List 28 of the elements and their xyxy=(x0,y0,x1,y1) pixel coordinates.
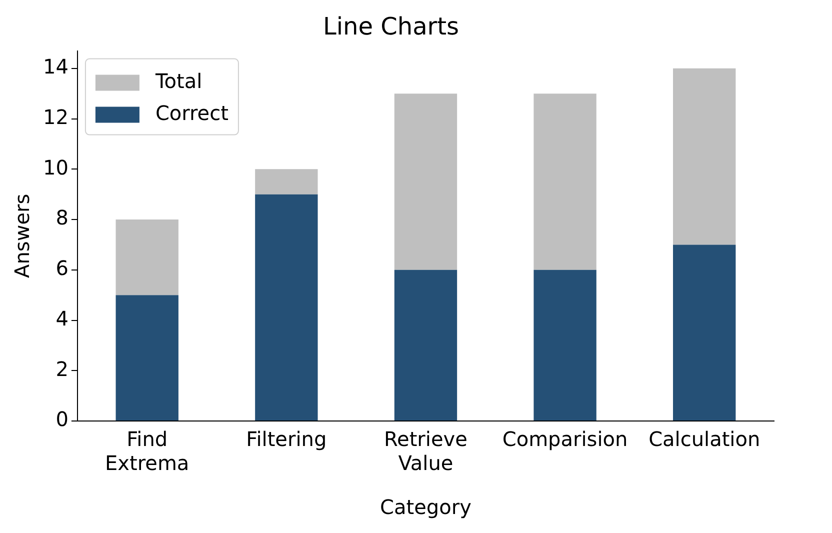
legend-label: Total xyxy=(154,69,202,94)
bar xyxy=(116,295,178,420)
x-tick-label: Find Extrema xyxy=(105,427,190,476)
y-tick-label: 4 xyxy=(56,306,68,330)
y-tick-label: 12 xyxy=(42,105,68,129)
legend-label: Correct xyxy=(155,101,229,126)
x-tick-label: Retrieve Value xyxy=(384,427,468,476)
y-tick-label: 10 xyxy=(42,155,68,180)
y-tick-label: 6 xyxy=(56,256,68,280)
y-axis-title: Answers xyxy=(10,194,34,278)
bar xyxy=(394,94,458,270)
y-tick-label: 14 xyxy=(42,54,68,79)
bar xyxy=(394,270,458,420)
bar xyxy=(534,270,596,420)
bar xyxy=(534,94,596,270)
bar xyxy=(673,244,736,420)
bar xyxy=(116,220,178,296)
y-tick-label: 2 xyxy=(56,356,68,381)
chart-title: Line Charts xyxy=(322,12,460,41)
bar xyxy=(673,68,736,245)
bar xyxy=(255,194,318,420)
x-tick-label: Filtering xyxy=(246,427,327,452)
y-tick-label: 0 xyxy=(56,407,68,432)
y-tick-label: 8 xyxy=(56,206,68,230)
bar xyxy=(255,169,318,194)
x-tick-label: Calculation xyxy=(648,427,760,452)
x-tick-label: Comparision xyxy=(502,427,628,452)
x-axis-title: Category xyxy=(380,495,472,520)
